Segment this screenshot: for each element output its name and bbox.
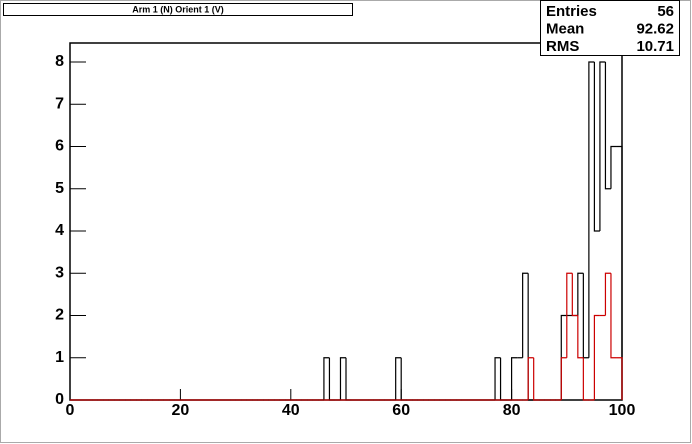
x-tick-label: 100: [609, 402, 636, 419]
x-tick-label: 60: [392, 402, 410, 419]
histogram-bin: [616, 145, 623, 400]
stat-label: RMS: [546, 38, 579, 55]
histogram-bin: [593, 314, 600, 400]
histogram-bin: [610, 273, 617, 359]
histogram-series: [70, 272, 623, 401]
y-tick-label: 3: [55, 264, 64, 281]
stat-label: Entries: [546, 3, 597, 20]
title-box: [3, 3, 353, 16]
histogram-bin: [527, 357, 534, 400]
histogram-bin: [599, 61, 606, 232]
x-tick-label: 20: [172, 402, 190, 419]
stat-value: 92.62: [636, 20, 674, 37]
histogram-bin: [582, 357, 589, 401]
x-tick-label: 40: [282, 402, 300, 419]
histogram-bin: [604, 62, 611, 190]
histogram-bin: [610, 145, 617, 189]
x-tick-label: 80: [503, 402, 521, 419]
y-tick-label: 6: [55, 138, 64, 155]
histogram-bin: [494, 357, 501, 400]
y-tick-label: 4: [55, 222, 64, 239]
y-tick-label: 0: [55, 391, 64, 408]
histogram-bin: [588, 61, 595, 358]
histogram-bin: [604, 272, 611, 316]
histogram-bin: [616, 357, 623, 400]
y-tick-label: 1: [55, 349, 64, 366]
title: Arm 1 (N) Orient 1 (V): [132, 4, 224, 14]
stat-label: Mean: [546, 20, 584, 37]
histogram-bin: [511, 357, 518, 400]
stats: Entries 56 Mean 92.62 RMS 10.71: [546, 3, 674, 55]
stats-box: [540, 0, 680, 56]
histogram-bin: [593, 62, 600, 232]
stat-value: 56: [657, 3, 674, 20]
histogram-bin: [395, 357, 402, 400]
histogram-bin: [522, 272, 529, 358]
histogram-bin: [339, 357, 346, 400]
y-tick-label: 7: [55, 95, 64, 112]
y-tick-label: 8: [55, 53, 64, 70]
y-tick-label: 5: [55, 180, 64, 197]
plot-area: 0 20 40 60 80 100 0 1 2 3 4 5 6 7 8: [55, 42, 636, 419]
x-tick-label: 0: [66, 402, 75, 419]
y-tick-label: 2: [55, 307, 64, 324]
histogram-bin: [560, 357, 567, 400]
histogram-bin: [566, 272, 573, 358]
stat-value: 10.71: [636, 38, 674, 55]
histogram-bin: [577, 272, 584, 316]
histogram-bin: [571, 273, 578, 317]
histogram-bin: [577, 315, 584, 359]
histogram-bin: [533, 357, 540, 401]
histogram-bin: [323, 357, 330, 400]
